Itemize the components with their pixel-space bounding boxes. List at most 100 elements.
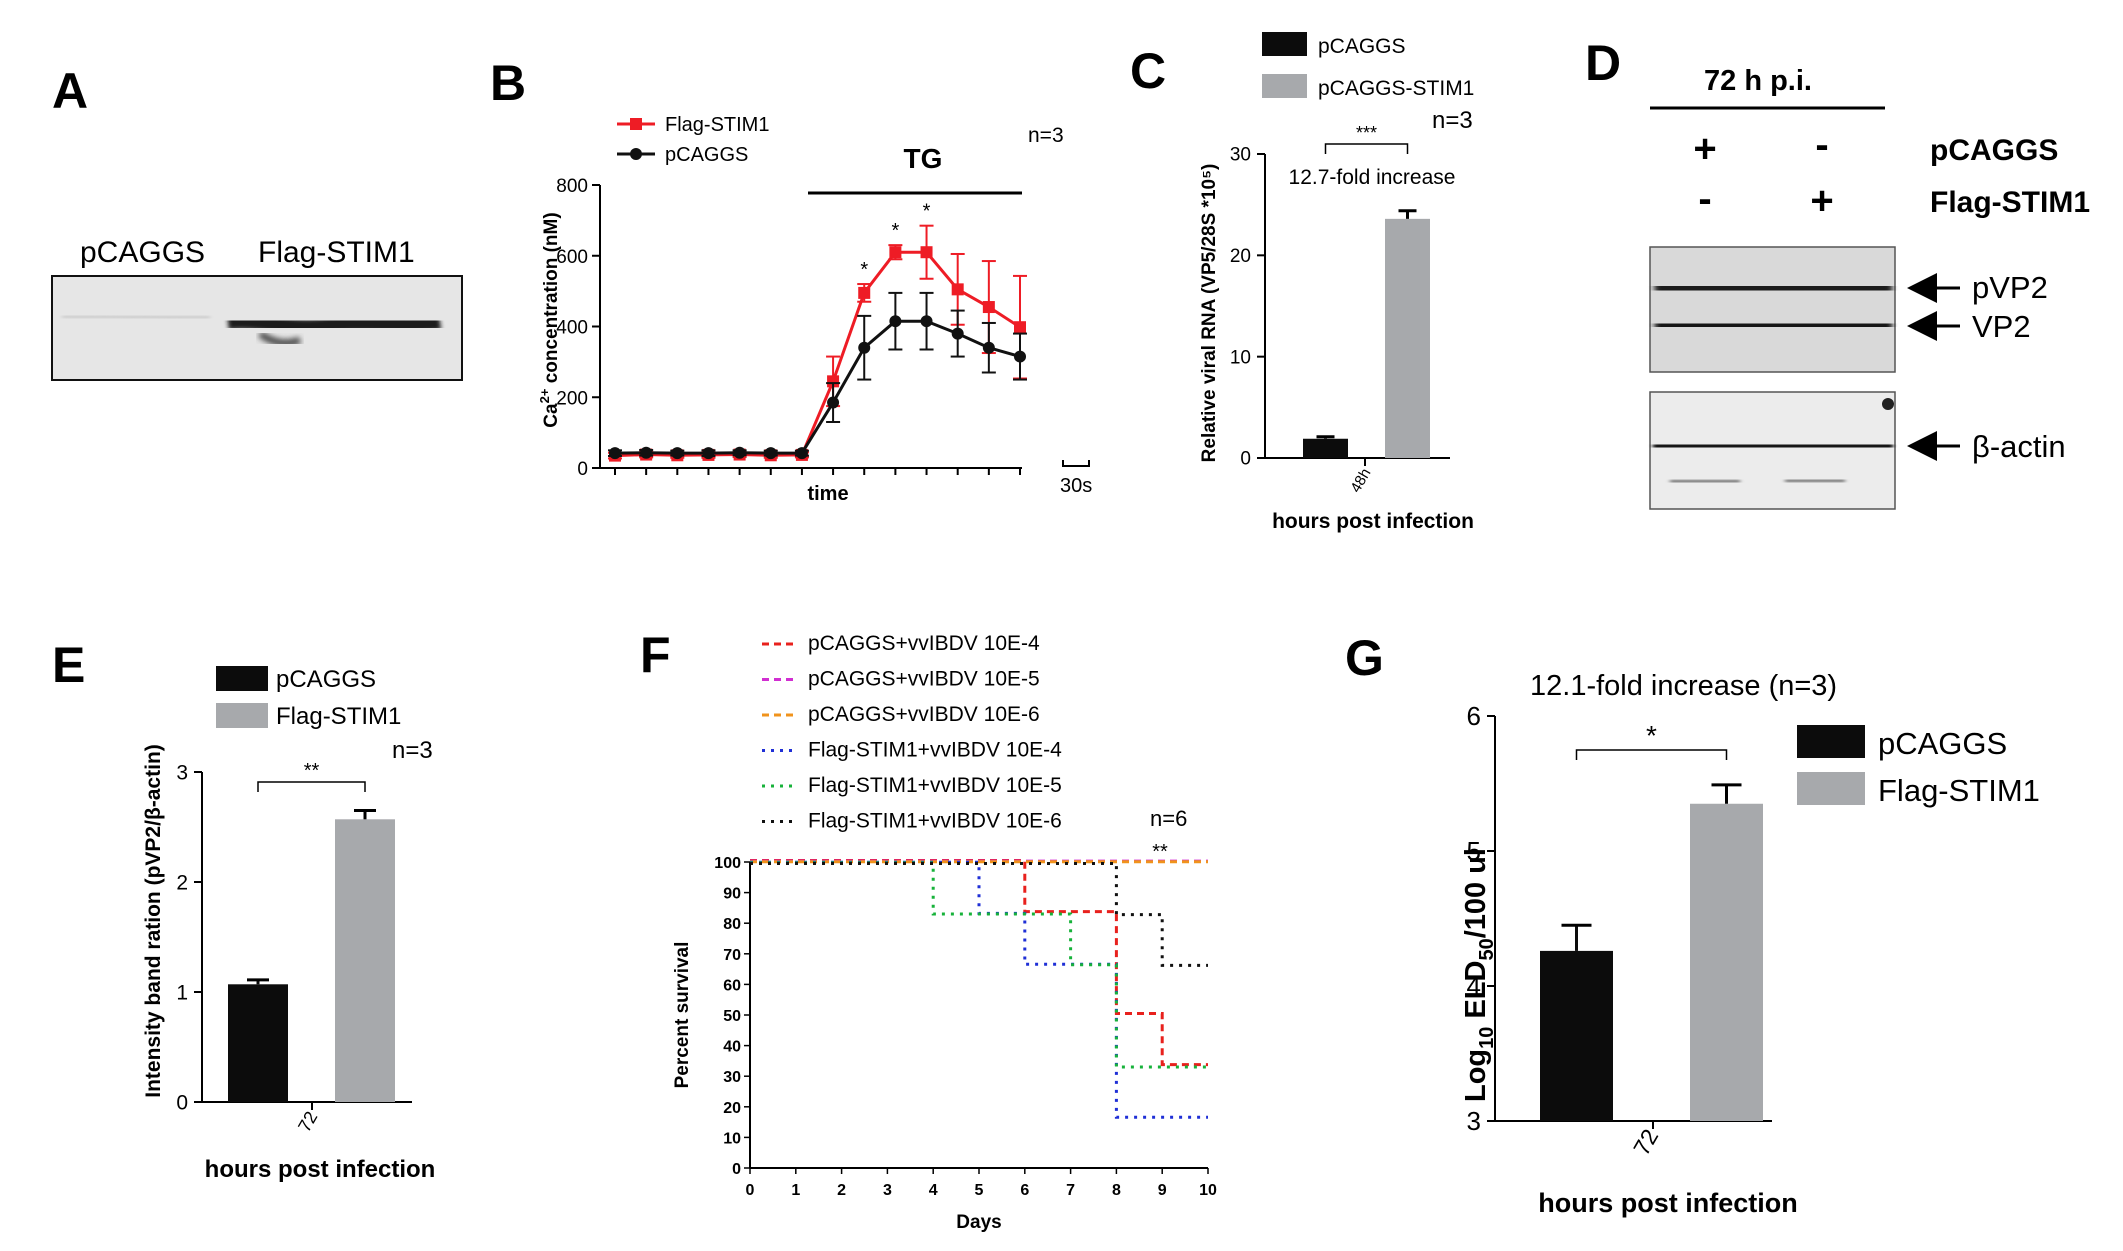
chart-f-ytick-label: 10: [723, 1130, 741, 1147]
legend-c-swatch-stim1: [1262, 74, 1307, 98]
chart-f-xtick-label: 5: [975, 1182, 984, 1199]
chart-f: pCAGGS+vvIBDV 10E-4 pCAGGS+vvIBDV 10E-5 pC…: [672, 632, 1217, 1233]
chart-b-scale-bar: [1062, 460, 1090, 467]
chart-f-ytick-label: 80: [723, 916, 741, 933]
chart-e-bar-1: [335, 819, 395, 1102]
blot-d-row1-label: pCAGGS: [1930, 134, 2058, 167]
chart-c: pCAGGS pCAGGS-STIM1 n=3 12.7-fold increa…: [1199, 32, 1474, 533]
chart-c-n-label: n=3: [1432, 107, 1473, 134]
chart-f-xtick-label: 9: [1158, 1182, 1167, 1199]
chart-b: Ca2+ concentration (nM) time TG n=3 30s …: [537, 114, 1092, 505]
chart-e-legend: pCAGGS Flag-STIM1: [216, 666, 401, 730]
legend-b-marker-flag: [630, 118, 642, 130]
blot-d-band-vp2: [1654, 314, 1893, 336]
chart-f-ytick-label: 30: [723, 1069, 741, 1086]
chart-b-point-1: [671, 447, 684, 460]
panel-letter-c: C: [1130, 43, 1166, 99]
chart-e-ytick-label: 0: [176, 1091, 188, 1114]
blot-a-lane-pcaggs: pCAGGS: [80, 236, 205, 269]
chart-f-ytick-label: 50: [723, 1008, 741, 1025]
chart-b-point-1: [609, 447, 621, 460]
chart-b-point-1: [982, 341, 995, 354]
chart-g-ytick-label: 3: [1467, 1106, 1481, 1136]
blot-a-lane-flag-stim1: Flag-STIM1: [258, 236, 415, 269]
chart-g-xtick-label: 72: [1628, 1125, 1663, 1160]
chart-c-ylabel: Relative viral RNA (VP5/28S *10⁵): [1199, 164, 1220, 463]
chart-b-n-label: n=3: [1028, 124, 1064, 147]
chart-b-significance: *: [923, 201, 931, 223]
panel-letter-f: F: [640, 627, 671, 683]
chart-f-ytick-label: 20: [723, 1100, 741, 1117]
blot-d-row2-sign-b: +: [1810, 179, 1833, 223]
chart-c-ytick-label: 30: [1230, 145, 1251, 166]
chart-f-xtick-label: 3: [883, 1182, 892, 1199]
chart-b-point-1: [920, 315, 933, 328]
chart-b-treatment-label: TG: [904, 143, 943, 174]
chart-e-n-label: n=3: [392, 737, 433, 764]
chart-b-point-0: [920, 246, 933, 259]
chart-g-title: 12.1-fold increase (n=3): [1530, 670, 1837, 702]
chart-f-ytick-label: 0: [732, 1161, 741, 1178]
chart-f-xtick-label: 7: [1066, 1182, 1075, 1199]
chart-e-xlabel: hours post infection: [205, 1156, 436, 1183]
legend-c-pcaggs: pCAGGS: [1318, 35, 1406, 58]
chart-b-legend: Flag-STIM1 pCAGGS: [617, 114, 769, 166]
chart-b-point-1: [795, 447, 808, 460]
chart-f-ylabel: Percent survival: [672, 942, 693, 1089]
blot-d-band-actin: [1652, 438, 1894, 454]
chart-b-point-1: [640, 446, 653, 459]
chart-c-annotation: 12.7-fold increase: [1289, 166, 1456, 189]
panel-letter-d: D: [1585, 35, 1621, 91]
chart-g-xlabel: hours post infection: [1538, 1188, 1798, 1218]
chart-f-ytick-label: 60: [723, 977, 741, 994]
legend-g-flag-stim1: Flag-STIM1: [1878, 773, 2040, 808]
chart-c-ytick-label: 20: [1230, 246, 1251, 267]
blot-d-band-pvp2: [1653, 276, 1893, 300]
chart-g-ytick-label: 5: [1467, 836, 1481, 866]
chart-b-ytick-label: 600: [556, 247, 588, 268]
chart-b-point-1: [858, 341, 871, 354]
chart-b-ytick-label: 0: [577, 459, 588, 480]
legend-g-swatch-stim1: [1797, 772, 1865, 805]
panel-letter-a: A: [52, 63, 88, 119]
chart-e-significance-bracket: [257, 781, 366, 792]
chart-f-ytick-label: 40: [723, 1039, 741, 1056]
chart-e: pCAGGS Flag-STIM1 n=3 Intensity band rat…: [142, 666, 435, 1183]
chart-f-xtick-label: 2: [837, 1182, 846, 1199]
chart-c-xlabel: hours post infection: [1272, 510, 1474, 533]
panel-letter-e: E: [52, 637, 85, 693]
chart-b-point-1: [827, 396, 840, 409]
legend-e-flag-stim1: Flag-STIM1: [276, 703, 401, 730]
chart-e-bar-0: [228, 984, 288, 1102]
blot-d-label-pvp2: pVP2: [1972, 270, 2048, 305]
blot-a-band-stim1-smear: [258, 331, 302, 347]
chart-f-xlabel: Days: [956, 1212, 1001, 1233]
legend-b-pcaggs: pCAGGS: [665, 144, 748, 166]
chart-b-point-0: [1014, 321, 1026, 334]
chart-b-point-1: [889, 315, 902, 328]
chart-f-xtick-label: 4: [929, 1182, 938, 1199]
panel-d-blot: 72 h p.i. + - pCAGGS - + Flag-STIM1 pVP2…: [1649, 65, 2090, 510]
blot-d-row1-sign-b: -: [1815, 123, 1828, 167]
blot-d-label-actin: β-actin: [1972, 429, 2066, 464]
chart-g-ylabel: Log10 ELD50/100 ul: [1460, 848, 1498, 1102]
chart-g-legend: pCAGGS Flag-STIM1: [1797, 725, 2040, 808]
legend-b-flag-stim1: Flag-STIM1: [665, 114, 769, 136]
chart-e-ytick-label: 3: [176, 761, 188, 784]
chart-c-bar-1: [1385, 218, 1430, 458]
panel-letter-b: B: [490, 55, 526, 111]
chart-f-series-3: [750, 860, 1208, 1119]
blot-a-band-faint: [61, 313, 211, 321]
chart-c-ytick-label: 0: [1240, 449, 1251, 470]
chart-f-ytick-label: 100: [714, 855, 741, 872]
legend-g-swatch-pcaggs: [1797, 725, 1865, 758]
chart-b-point-1: [733, 446, 746, 459]
blot-d-row1-sign-a: +: [1693, 127, 1716, 171]
chart-c-xtick-label: 48h: [1347, 466, 1374, 496]
chart-b-point-0: [951, 283, 964, 296]
legend-f-label-0: pCAGGS+vvIBDV 10E-4: [808, 632, 1040, 655]
blot-d-membrane-vp2: [1649, 246, 1896, 373]
chart-b-point-1: [951, 327, 964, 340]
legend-c-pcaggs-stim1: pCAGGS-STIM1: [1318, 77, 1474, 100]
